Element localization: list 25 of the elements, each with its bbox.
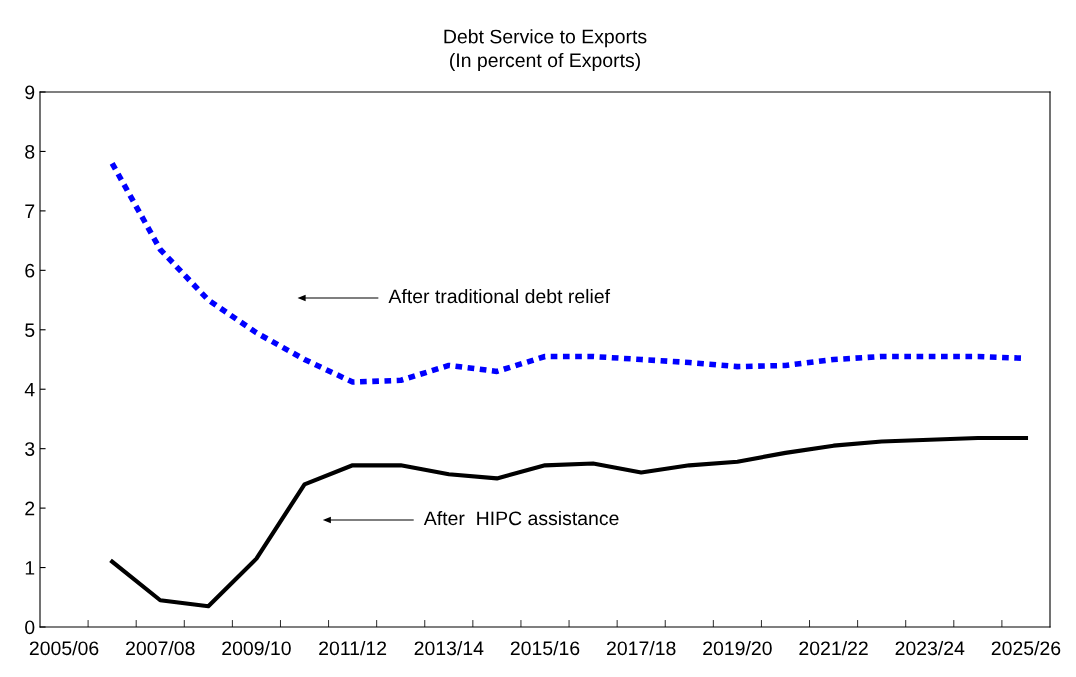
x-tick-label: 2013/14 (414, 640, 484, 656)
x-tick-label: 2019/20 (703, 640, 772, 656)
y-tick-label: 5 (25, 323, 35, 338)
y-tick-label: 3 (25, 442, 35, 456)
x-tick-label: 2011/12 (319, 640, 387, 656)
chart-title: Debt Service to Exports (In percent of Exports) (444, 29, 647, 72)
y-tick-label: 8 (25, 144, 35, 159)
x-tick-label: 2021/22 (799, 640, 868, 656)
x-tick-label: 2025/26 (991, 640, 1061, 656)
y-tick-label: 2 (25, 501, 35, 516)
x-tick-label: 2007/08 (126, 640, 195, 656)
x-tick-label: 2009/10 (222, 640, 291, 656)
y-tick-label: 4 (24, 382, 35, 397)
x-tick-label: 2023/24 (895, 640, 965, 656)
annotation: After traditional debt relief (388, 288, 611, 304)
annotation: After HIPC assistance (423, 510, 619, 526)
x-tick-label: 2017/18 (607, 640, 676, 656)
line-series (110, 435, 1029, 609)
y-tick-label: 9 (25, 85, 35, 100)
y-tick-label: 1 (25, 561, 35, 575)
y-tick-label: 6 (25, 263, 35, 278)
y-tick-label: 0 (25, 620, 35, 635)
y-tick-label: 7 (25, 204, 35, 218)
x-tick-label: 2015/16 (510, 640, 580, 656)
x-tick-label: 2005/06 (29, 640, 99, 656)
